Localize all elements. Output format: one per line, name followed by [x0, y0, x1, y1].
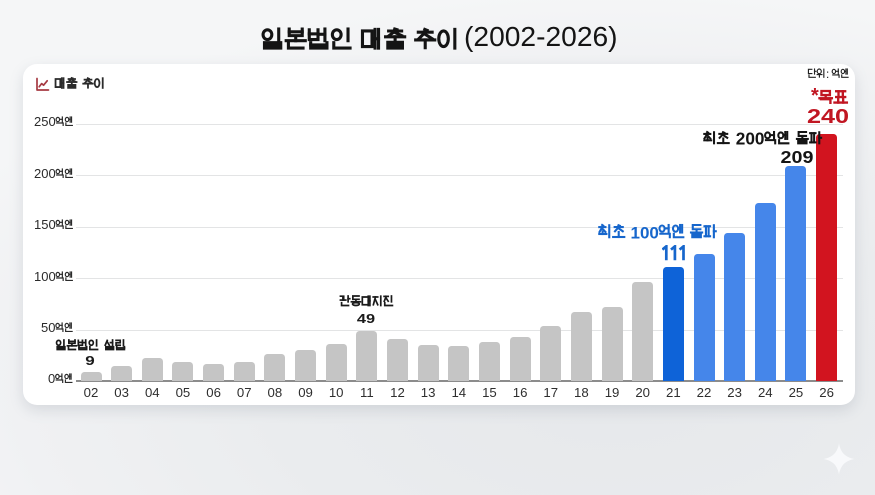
svg-text:0: 0	[640, 224, 649, 243]
svg-text:0: 0	[755, 129, 765, 149]
svg-text::: :	[826, 68, 829, 81]
svg-text:5: 5	[41, 114, 48, 129]
svg-text:1: 1	[631, 224, 640, 243]
svg-text:0: 0	[48, 371, 55, 386]
svg-text:*: *	[811, 85, 819, 107]
svg-text:0: 0	[48, 166, 55, 181]
svg-text:1: 1	[34, 268, 41, 283]
svg-text:0: 0	[48, 268, 55, 283]
svg-text:5: 5	[41, 217, 48, 232]
svg-text:5: 5	[41, 320, 48, 335]
svg-text:2: 2	[736, 129, 746, 149]
svg-text:0: 0	[48, 320, 55, 335]
svg-text:0: 0	[48, 217, 55, 232]
svg-text:0: 0	[649, 224, 658, 243]
svg-text:1: 1	[34, 217, 41, 232]
svg-text:0: 0	[48, 114, 55, 129]
svg-text:2: 2	[34, 166, 41, 181]
svg-text:0: 0	[41, 166, 48, 181]
svg-text:2: 2	[34, 114, 41, 129]
svg-text:0: 0	[41, 268, 48, 283]
svg-text:0: 0	[746, 129, 756, 149]
